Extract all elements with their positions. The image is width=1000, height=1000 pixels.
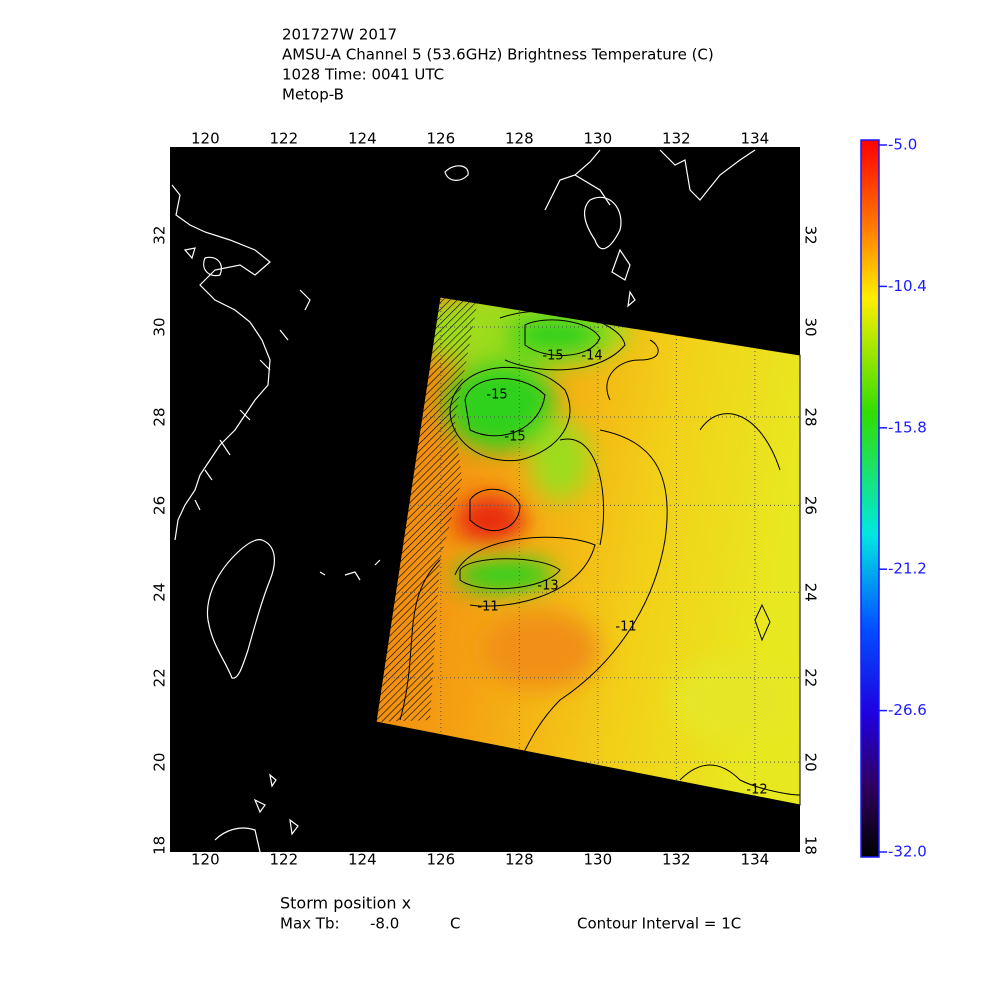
header: 201727W 2017 AMSU-A Channel 5 (53.6GHz) … <box>282 26 714 104</box>
y-tick-label-right: 18 <box>802 836 820 855</box>
x-tick-label-top: 120 <box>191 130 220 148</box>
colorbar-ticks: -5.0 -10.4 -15.8 -21.2 -26.6 -32.0 <box>879 136 927 861</box>
x-tick-label-bottom: 124 <box>348 851 377 869</box>
x-tick-label-top: 130 <box>584 130 613 148</box>
x-tick-label-top: 132 <box>662 130 691 148</box>
y-tick-label-right: 28 <box>802 407 820 426</box>
x-tick-label-bottom: 134 <box>741 851 770 869</box>
colorbar-tick-label: -5.0 <box>888 136 917 154</box>
swath-features <box>410 297 790 740</box>
y-tick-label-right: 26 <box>802 496 820 515</box>
max-tb-unit: C <box>450 915 460 933</box>
contour-label: -15 <box>542 349 563 364</box>
x-tick-label-top: 126 <box>427 130 456 148</box>
contour-label: -13 <box>537 579 558 594</box>
x-tick-label-top: 124 <box>348 130 377 148</box>
x-tick-label-bottom: 120 <box>191 851 220 869</box>
y-tick-label-left: 26 <box>151 496 169 515</box>
colorbar-tick-label: -21.2 <box>888 560 927 578</box>
y-tick-label-left: 20 <box>151 753 169 772</box>
y-tick-label-left: 24 <box>151 583 169 602</box>
storm-position: Storm position x <box>280 894 411 913</box>
contour-interval: Contour Interval = 1C <box>577 915 741 933</box>
contour-label: -15 <box>504 430 525 445</box>
x-tick-label-bottom: 130 <box>584 851 613 869</box>
header-line: 1028 Time: 0041 UTC <box>282 66 444 84</box>
footer: Storm position x Max Tb: -8.0 C Contour … <box>280 894 741 933</box>
y-tick-label-right: 24 <box>802 583 820 602</box>
contour-label: -11 <box>615 620 636 635</box>
y-tick-label-right: 32 <box>802 226 820 245</box>
x-tick-label-bottom: 122 <box>270 851 299 869</box>
header-line: 201727W 2017 <box>282 26 397 44</box>
axes: 120 120 122 122 124 124 126 126 128 128 130 130 132 1… <box>151 130 820 869</box>
y-tick-label-left: 28 <box>151 407 169 426</box>
contour-label: -14 <box>581 349 602 364</box>
x-tick-label-top: 128 <box>505 130 534 148</box>
contours: -15 -14 -15 -15 -13 -11 -11 -12 <box>399 310 800 798</box>
x-tick-label-bottom: 128 <box>505 851 534 869</box>
colorbar-scale <box>860 139 880 858</box>
y-tick-label-right: 22 <box>802 668 820 687</box>
coastlines <box>171 149 756 853</box>
colorbar-tick-label: -15.8 <box>888 418 927 436</box>
y-tick-label-left: 32 <box>151 226 169 245</box>
header-line: Metop-B <box>282 86 344 104</box>
contour-label: -11 <box>477 600 498 615</box>
x-tick-label-bottom: 126 <box>427 851 456 869</box>
y-tick-label-left: 30 <box>151 317 169 336</box>
swath-outline <box>375 296 801 806</box>
y-tick-label-left: 18 <box>151 836 169 855</box>
contour-label: -12 <box>746 783 767 798</box>
y-tick-label-right: 20 <box>802 753 820 772</box>
max-tb-label: Max Tb: <box>280 915 340 933</box>
colorbar-tick-label: -32.0 <box>888 843 927 861</box>
swath: -15 -14 -15 -15 -13 -11 -11 -12 <box>376 297 800 805</box>
y-tick-label-right: 30 <box>802 317 820 336</box>
x-tick-label-top: 122 <box>270 130 299 148</box>
x-tick-label-bottom: 132 <box>662 851 691 869</box>
x-tick-label-top: 134 <box>741 130 770 148</box>
max-tb-value: -8.0 <box>370 915 399 933</box>
hatched-region <box>376 297 478 722</box>
contour-label: -15 <box>486 388 507 403</box>
colorbar-tick-label: -10.4 <box>888 277 927 295</box>
y-tick-label-left: 22 <box>151 668 169 687</box>
colorbar: -5.0 -10.4 -15.8 -21.2 -26.6 -32.0 <box>860 136 927 861</box>
colorbar-tick-label: -26.6 <box>888 701 927 719</box>
header-line: AMSU-A Channel 5 (53.6GHz) Brightness Te… <box>282 46 714 64</box>
